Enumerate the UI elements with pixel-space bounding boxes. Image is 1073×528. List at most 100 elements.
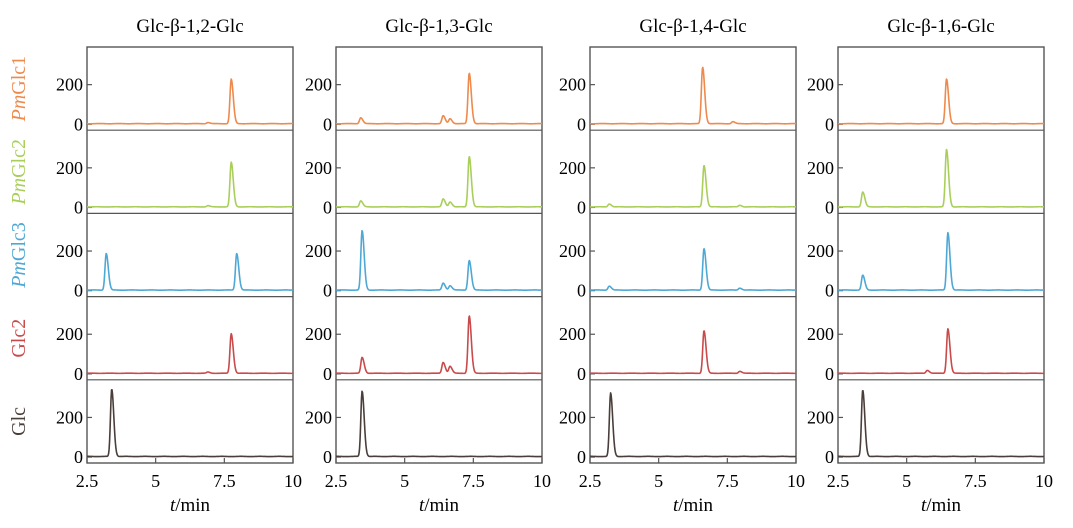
y-tick-label: 0 xyxy=(577,364,586,384)
x-axis-label: t/min xyxy=(921,495,962,516)
y-tick-label: 200 xyxy=(807,241,834,261)
y-tick-label: 0 xyxy=(825,447,834,467)
y-tick-label: 200 xyxy=(305,241,332,261)
x-axis-label: t/min xyxy=(673,495,714,516)
x-axis-unit: /min xyxy=(424,495,459,516)
y-tick-label: 0 xyxy=(825,281,834,301)
trace-pmglc2 xyxy=(336,157,542,207)
y-tick-label: 0 xyxy=(825,114,834,134)
y-tick-label: 200 xyxy=(807,158,834,178)
panel-title: Glc-β-1,3-Glc xyxy=(385,16,492,37)
trace-pmglc2 xyxy=(87,162,293,207)
trace-pmglc3 xyxy=(838,233,1044,290)
x-tick-label: 2.5 xyxy=(827,471,850,491)
row-label-prefix: Pm xyxy=(8,95,30,123)
trace-pmglc1 xyxy=(87,79,293,124)
x-tick-label: 7.5 xyxy=(213,471,236,491)
x-axis-label: t/min xyxy=(170,495,211,516)
x-tick-label: 7.5 xyxy=(716,471,739,491)
y-tick-label: 200 xyxy=(559,407,586,427)
x-axis-label: t/min xyxy=(419,495,460,516)
row-label-name: Glc3 xyxy=(8,222,30,261)
y-tick-label: 200 xyxy=(559,75,586,95)
panel-frame xyxy=(590,47,796,463)
row-label-name: Glc xyxy=(8,407,30,436)
x-tick-label: 10 xyxy=(533,471,551,491)
x-tick-label: 10 xyxy=(284,471,302,491)
y-tick-label: 200 xyxy=(807,407,834,427)
y-tick-label: 200 xyxy=(305,75,332,95)
x-tick-label: 7.5 xyxy=(964,471,987,491)
x-axis-unit: /min xyxy=(926,495,961,516)
panel-title: Glc-β-1,4-Glc xyxy=(639,16,746,37)
row-label: PmGlc1 xyxy=(8,56,30,123)
trace-pmglc1 xyxy=(838,79,1044,124)
y-tick-label: 200 xyxy=(56,158,83,178)
x-tick-label: 5 xyxy=(902,471,911,491)
trace-pmglc2 xyxy=(590,166,796,207)
x-axis-unit: /min xyxy=(678,495,713,516)
y-tick-label: 0 xyxy=(323,114,332,134)
trace-pmglc3 xyxy=(336,231,542,290)
trace-glc2 xyxy=(590,331,796,373)
trace-glc xyxy=(87,390,293,457)
y-tick-label: 200 xyxy=(56,407,83,427)
trace-glc xyxy=(336,391,542,456)
y-tick-label: 200 xyxy=(559,324,586,344)
y-tick-label: 0 xyxy=(825,197,834,217)
x-tick-label: 5 xyxy=(400,471,409,491)
trace-pmglc3 xyxy=(590,249,796,290)
row-label-name: Glc2 xyxy=(8,139,30,178)
y-tick-label: 0 xyxy=(74,364,83,384)
y-tick-label: 200 xyxy=(559,158,586,178)
y-tick-label: 0 xyxy=(74,114,83,134)
row-label-prefix: Pm xyxy=(8,178,30,206)
panel-frame xyxy=(838,47,1044,463)
row-label: Glc2 xyxy=(8,319,30,358)
trace-glc2 xyxy=(87,334,293,374)
panel-frame xyxy=(87,47,293,463)
panel-4: Glc-β-1,6-Glc 0 200 0 200 0 200 0 200 0 200 2.5 5 7.5… xyxy=(807,16,1053,516)
trace-glc xyxy=(838,391,1044,457)
y-tick-label: 0 xyxy=(323,447,332,467)
y-tick-label: 0 xyxy=(323,197,332,217)
y-tick-label: 0 xyxy=(577,447,586,467)
row-label: Glc xyxy=(8,407,30,436)
y-tick-label: 200 xyxy=(56,75,83,95)
y-tick-label: 0 xyxy=(577,197,586,217)
panel-1: Glc-β-1,2-Glc 0 200 0 200 0 200 0 200 0 200 2.5 5 7.5… xyxy=(56,16,302,516)
y-tick-label: 0 xyxy=(323,364,332,384)
y-tick-label: 200 xyxy=(807,75,834,95)
x-axis-unit: /min xyxy=(175,495,210,516)
trace-pmglc2 xyxy=(838,150,1044,207)
y-tick-label: 200 xyxy=(807,324,834,344)
x-tick-label: 7.5 xyxy=(462,471,485,491)
y-tick-label: 200 xyxy=(559,241,586,261)
y-tick-label: 0 xyxy=(577,281,586,301)
row-label: PmGlc2 xyxy=(8,139,30,206)
trace-pmglc1 xyxy=(336,73,542,123)
trace-glc2 xyxy=(336,316,542,373)
trace-pmglc3 xyxy=(87,254,293,291)
y-tick-label: 0 xyxy=(74,447,83,467)
y-tick-label: 0 xyxy=(825,364,834,384)
y-tick-label: 200 xyxy=(305,158,332,178)
panel-title: Glc-β-1,6-Glc xyxy=(887,16,994,37)
y-tick-label: 200 xyxy=(56,324,83,344)
x-tick-label: 10 xyxy=(787,471,805,491)
x-tick-label: 10 xyxy=(1035,471,1053,491)
y-tick-label: 0 xyxy=(74,281,83,301)
x-tick-label: 5 xyxy=(151,471,160,491)
trace-pmglc1 xyxy=(590,67,796,123)
trace-glc2 xyxy=(838,329,1044,374)
y-tick-label: 0 xyxy=(74,197,83,217)
row-label: PmGlc3 xyxy=(8,222,30,289)
y-tick-label: 0 xyxy=(323,281,332,301)
trace-glc xyxy=(590,393,796,457)
panel-frame xyxy=(336,47,542,463)
panel-3: Glc-β-1,4-Glc 0 200 0 200 0 200 0 200 0 200 2.5 5 7.5… xyxy=(559,16,805,516)
panel-title: Glc-β-1,2-Glc xyxy=(136,16,243,37)
y-tick-label: 0 xyxy=(577,114,586,134)
row-label-name: Glc2 xyxy=(8,319,30,358)
